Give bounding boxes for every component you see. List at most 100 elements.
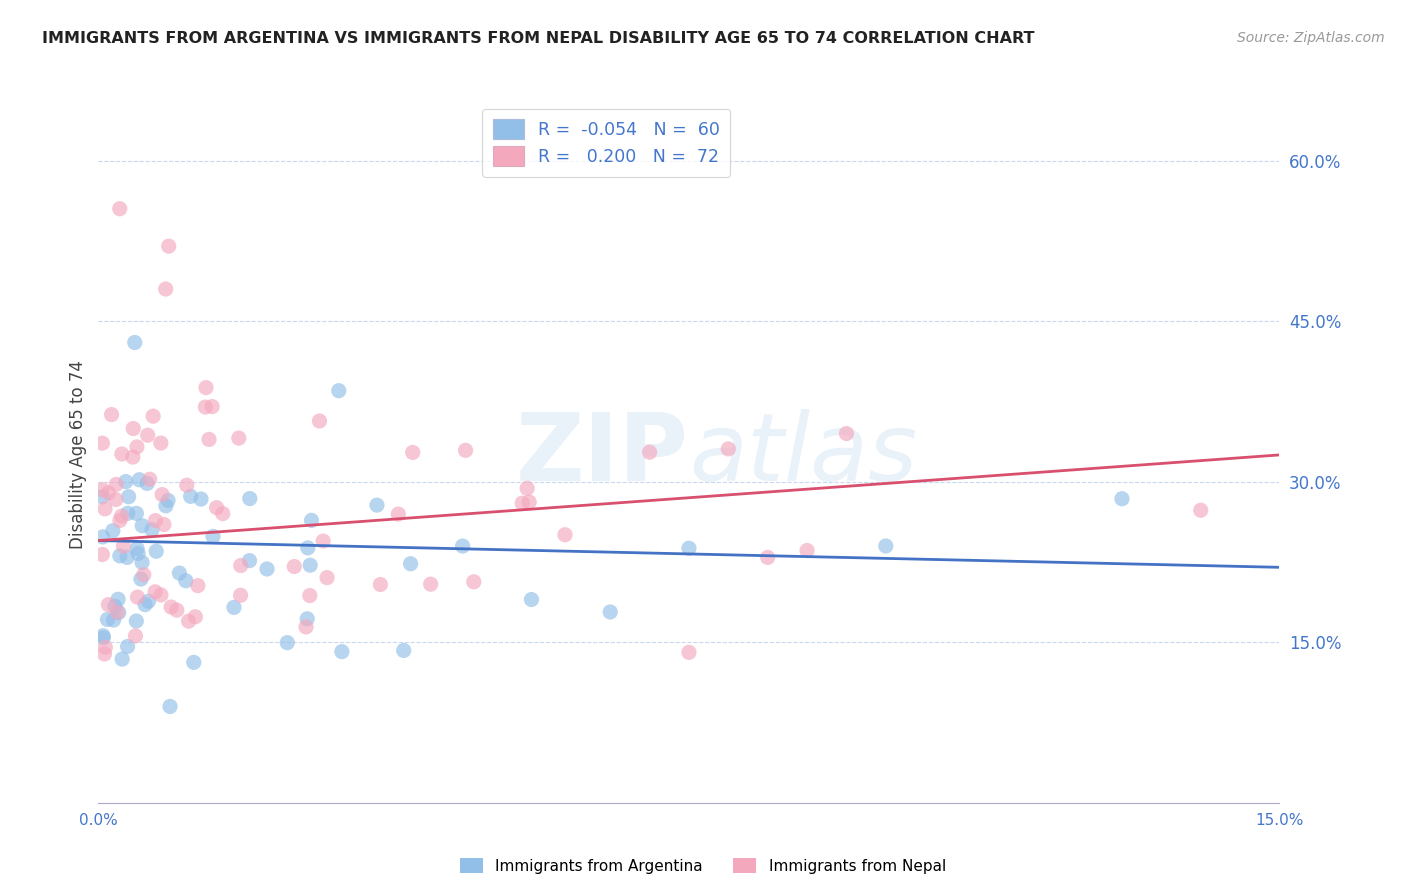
Point (117, 490, 139, 504)
Point (97, 486, 120, 500)
Point (297, 612, 319, 626)
Point (184, 609, 207, 624)
Point (141, 523, 163, 537)
Point (517, 495, 540, 509)
Point (298, 589, 321, 603)
Point (112, 539, 135, 553)
Point (111, 652, 134, 666)
Point (190, 491, 212, 506)
Point (107, 592, 129, 607)
Point (139, 472, 162, 486)
Point (516, 481, 538, 495)
Point (108, 549, 131, 563)
Point (176, 478, 198, 492)
Point (201, 400, 224, 414)
Point (101, 524, 124, 538)
Point (312, 534, 335, 549)
Point (115, 475, 138, 489)
Text: Source: ZipAtlas.com: Source: ZipAtlas.com (1237, 31, 1385, 45)
Point (229, 558, 252, 573)
Point (125, 614, 148, 628)
Point (127, 541, 149, 556)
Point (125, 507, 148, 521)
Point (177, 614, 200, 628)
Point (180, 489, 202, 503)
Point (463, 574, 485, 589)
Point (149, 436, 172, 450)
Point (104, 599, 127, 614)
Point (145, 544, 167, 558)
Point (1189, 503, 1212, 517)
Point (202, 529, 225, 543)
Point (238, 554, 260, 568)
Point (131, 518, 153, 533)
Point (94, 501, 117, 516)
Point (91, 530, 114, 544)
Point (301, 513, 323, 527)
Point (399, 557, 422, 571)
Point (142, 409, 165, 424)
Point (222, 600, 245, 615)
Point (104, 492, 127, 507)
Point (157, 493, 180, 508)
Point (1111, 491, 1133, 506)
Point (392, 643, 415, 657)
Point (91, 629, 114, 643)
Point (153, 517, 176, 532)
Point (256, 562, 278, 576)
Point (402, 445, 425, 459)
Point (370, 577, 392, 591)
Y-axis label: Disability Age 65 to 74: Disability Age 65 to 74 (69, 360, 87, 549)
Point (875, 539, 897, 553)
Point (419, 577, 441, 591)
Point (149, 588, 172, 602)
Point (117, 640, 139, 654)
Point (134, 598, 156, 612)
Point (105, 477, 128, 491)
Point (157, 239, 180, 253)
Point (131, 556, 153, 570)
Point (195, 381, 218, 395)
Point (136, 428, 159, 442)
Point (638, 445, 661, 459)
Point (127, 590, 149, 604)
Point (155, 499, 177, 513)
Point (160, 600, 183, 615)
Point (308, 414, 330, 428)
Point (93, 647, 115, 661)
Point (451, 539, 474, 553)
Point (100, 408, 122, 422)
Point (122, 421, 145, 435)
Point (97, 598, 120, 612)
Point (599, 605, 621, 619)
Point (91, 490, 114, 504)
Point (211, 507, 233, 521)
Point (228, 431, 250, 445)
Point (229, 588, 252, 602)
Point (96, 612, 118, 626)
Point (155, 282, 177, 296)
Text: ZIP: ZIP (516, 409, 689, 501)
Point (124, 335, 146, 350)
Point (166, 603, 188, 617)
Point (108, 513, 131, 527)
Point (145, 514, 167, 528)
Point (136, 476, 159, 491)
Text: IMMIGRANTS FROM ARGENTINA VS IMMIGRANTS FROM NEPAL DISABILITY AGE 65 TO 74 CORRE: IMMIGRANTS FROM ARGENTINA VS IMMIGRANTS … (42, 31, 1035, 46)
Point (159, 699, 181, 714)
Point (129, 572, 152, 586)
Point (283, 559, 305, 574)
Point (107, 606, 129, 620)
Point (91, 483, 114, 497)
Point (150, 487, 173, 501)
Point (554, 527, 576, 541)
Point (111, 447, 134, 461)
Point (93, 631, 115, 645)
Point (330, 645, 353, 659)
Point (91, 548, 114, 562)
Point (125, 440, 148, 454)
Point (105, 605, 128, 619)
Point (117, 506, 139, 520)
Point (387, 507, 409, 521)
Point (198, 433, 221, 447)
